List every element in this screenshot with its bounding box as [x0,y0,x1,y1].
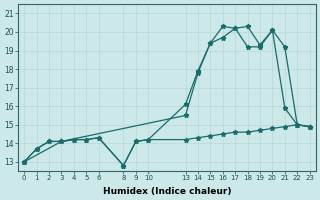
X-axis label: Humidex (Indice chaleur): Humidex (Indice chaleur) [103,187,231,196]
